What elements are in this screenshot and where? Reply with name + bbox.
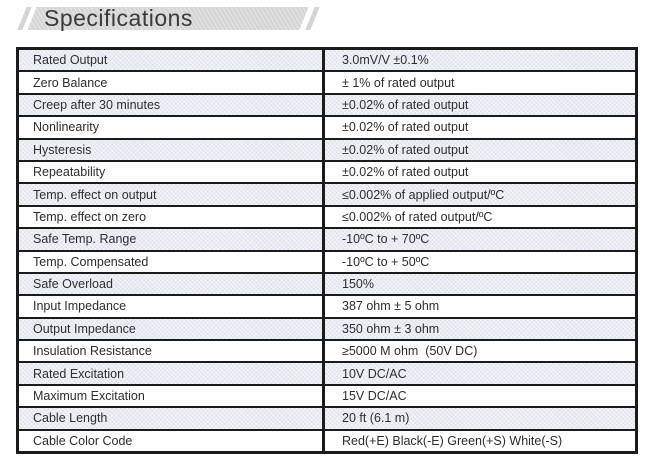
spec-parameter-value: 387 ohm ± 5 ohm: [342, 299, 440, 314]
table-row: Repeatability ±0.02% of rated output: [19, 159, 635, 183]
table-row: Cable Length 20 ft (6.1 m): [19, 406, 635, 429]
spec-table: Rated Output 3.0mV/V ±0.1% Zero Balance ± 1…: [16, 47, 638, 454]
spec-parameter-label: Temp. Compensated: [19, 251, 325, 272]
spec-parameter-label: Repeatability: [19, 161, 325, 183]
spec-parameter-label: Rated Excitation: [19, 363, 325, 384]
spec-parameter-label: Rated Output: [19, 50, 325, 71]
spec-parameter-value: 10V DC/AC: [325, 363, 635, 384]
table-row: Creep after 30 minutes ±0.02% of rated ou…: [19, 92, 635, 116]
spec-parameter-value: ± 1% of rated output: [342, 75, 455, 90]
table-row: Temp. Compensated -10ºC to + 50ºC: [19, 249, 635, 272]
table-row: Output Impedance 350 ohm ± 3 ohm: [19, 316, 635, 340]
table-row: Maximum Excitation 15V DC/AC: [19, 383, 635, 407]
page-title: Specifications: [44, 5, 193, 31]
spec-parameter-label: Cable Color Code: [19, 430, 325, 452]
spec-parameter-value: ±0.02% of rated output: [325, 139, 635, 160]
spec-parameter-label: Temp. effect on zero: [19, 206, 325, 228]
table-row: Nonlinearity ±0.02% of rated output: [19, 115, 635, 138]
spec-parameter-label: Maximum Excitation: [19, 385, 325, 407]
table-row: Safe Temp. Range -10ºC to + 70ºC: [19, 227, 635, 250]
spec-parameter-label: Safe Temp. Range: [19, 229, 325, 250]
spec-parameter-label: Zero Balance: [19, 72, 325, 93]
table-row: Insulation Resistance ≥5000 M ohm (50V DC…: [19, 339, 635, 362]
spec-parameter-value: ≤0.002% of applied output/ºC: [325, 184, 635, 205]
spec-parameter-label: Insulation Resistance: [19, 341, 325, 362]
spec-parameter-value: -10ºC to + 50ºC: [342, 254, 430, 269]
spec-parameter-label: Safe Overload: [19, 273, 325, 295]
table-row: Cable Color Code Red(+E) Black(-E) Green(…: [19, 428, 635, 452]
table-row: Input Impedance 387 ohm ± 5 ohm: [19, 294, 635, 317]
table-row: Rated Output 3.0mV/V ±0.1%: [19, 50, 635, 71]
spec-parameter-label: Nonlinearity: [19, 117, 325, 138]
table-row: Zero Balance ± 1% of rated output: [19, 70, 635, 93]
spec-parameter-value: -10ºC to + 70ºC: [325, 229, 635, 250]
spec-parameter-value: Red(+E) Black(-E) Green(+S) White(-S): [342, 433, 563, 448]
spec-parameter-label: Hysteresis: [19, 139, 325, 160]
banner-accent-stripe-right: [305, 7, 320, 30]
spec-parameter-label: Temp. effect on output: [19, 184, 325, 205]
spec-parameter-value: ≥5000 M ohm (50V DC): [342, 344, 478, 359]
table-row: Hysteresis ±0.02% of rated output: [19, 137, 635, 160]
spec-parameter-value: 350 ohm ± 3 ohm: [325, 318, 635, 340]
section-banner: Specifications: [17, 5, 330, 31]
spec-parameter-value: 150%: [325, 273, 635, 295]
spec-parameter-value: ±0.02% of rated output: [342, 165, 469, 180]
table-row: Temp. effect on output ≤0.002% of applied…: [19, 182, 635, 205]
table-row: Temp. effect on zero ≤0.002% of rated out…: [19, 204, 635, 228]
spec-parameter-value: 3.0mV/V ±0.1%: [325, 50, 635, 71]
spec-parameter-label: Input Impedance: [19, 296, 325, 317]
spec-parameter-value: 20 ft (6.1 m): [325, 408, 635, 429]
spec-parameter-value: ±0.02% of rated output: [342, 120, 469, 135]
table-row: Rated Excitation 10V DC/AC: [19, 361, 635, 384]
spec-parameter-label: Output Impedance: [19, 318, 325, 340]
spec-parameter-value: 15V DC/AC: [342, 389, 407, 404]
spec-parameter-value: ±0.02% of rated output: [325, 94, 635, 116]
spec-parameter-value: ≤0.002% of rated output/ºC: [342, 209, 493, 224]
spec-parameter-label: Creep after 30 minutes: [19, 94, 325, 116]
spec-parameter-label: Cable Length: [19, 408, 325, 429]
table-row: Safe Overload 150%: [19, 271, 635, 295]
